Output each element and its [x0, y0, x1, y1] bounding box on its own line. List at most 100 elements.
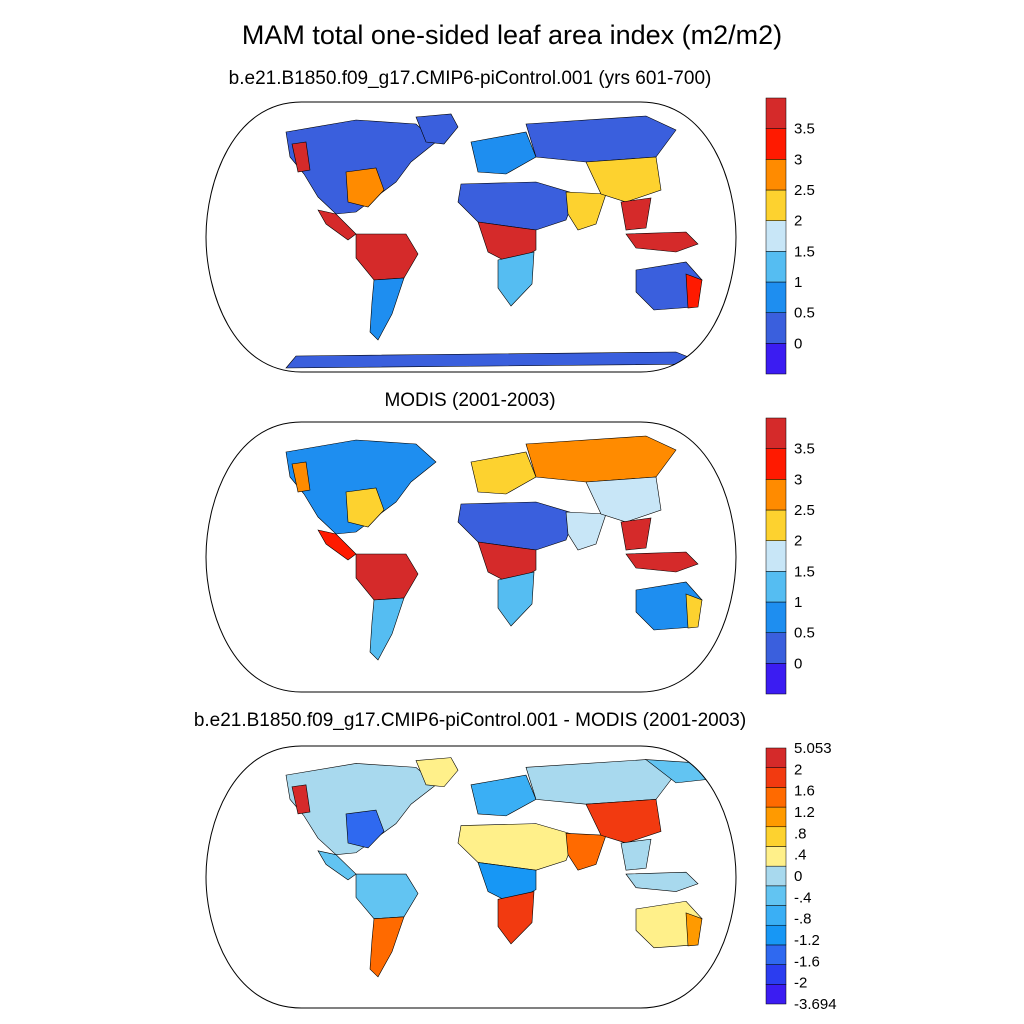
colorbar-tick-label: 2 — [794, 213, 802, 230]
colorbar-tick-label: 2.5 — [794, 502, 815, 519]
colorbar-tick-label: 1.5 — [794, 563, 815, 580]
colorbar-tick-label: 0.5 — [794, 625, 815, 642]
region-south-asia — [565, 191, 607, 231]
colorbar-swatch — [765, 826, 787, 847]
panel-3-map: 5.053 2 1.6 1.2 .8 .4 0 -.4 -.8 -1.2 -1.6 -2 -3.694 — [205, 740, 837, 1013]
map-frame — [205, 101, 737, 373]
colorbar-swatch — [765, 663, 787, 695]
colorbar-swatch — [765, 251, 787, 283]
region-maritime-continent — [625, 551, 699, 573]
region-central-america — [317, 850, 357, 881]
colorbar-swatch — [765, 540, 787, 572]
colorbar-swatch — [765, 846, 787, 867]
colorbar-swatch — [765, 905, 787, 926]
colorbar-tick-label: 3.5 — [794, 121, 815, 138]
colorbar — [765, 97, 787, 375]
region-europe — [470, 451, 537, 495]
region-southeast-asia — [620, 517, 652, 551]
colorbar-tick-label: -2 — [794, 975, 807, 992]
colorbar-swatch — [765, 944, 787, 965]
colorbar-swatch — [765, 865, 787, 887]
colorbar-tick-label: .4 — [794, 847, 807, 864]
panel-3-subtitle: b.e21.B1850.f09_g17.CMIP6-piControl.001 … — [193, 710, 747, 731]
colorbar-tick-label: 3 — [794, 471, 802, 488]
region-eastern-north-america — [345, 487, 385, 528]
region-sahara-arabia — [457, 501, 577, 551]
region-south-asia — [565, 511, 607, 551]
colorbar-tick-label: 1 — [794, 594, 802, 611]
region-southern-africa — [497, 891, 535, 945]
colorbar-tick-label: 5.053 — [794, 740, 832, 757]
region-south-america-south- — [369, 597, 405, 661]
colorbar-tick-label: -.4 — [794, 889, 812, 906]
region-eastern-north-america — [345, 167, 385, 208]
colorbar-tick-label: 1.5 — [794, 243, 815, 260]
map-frame — [205, 421, 737, 693]
colorbar — [765, 417, 787, 695]
colorbar-swatch — [765, 343, 787, 375]
region-pacific-northwest — [291, 784, 311, 815]
colorbar-tick-label: 0 — [794, 655, 802, 672]
region-amazonia — [355, 873, 419, 920]
panel-2-subtitle: MODIS (2001-2003) — [384, 390, 556, 411]
colorbar-tick-label: .8 — [794, 825, 807, 842]
region-east-asia — [585, 156, 662, 203]
colorbar-swatch — [765, 417, 787, 449]
colorbar-swatch — [765, 964, 787, 985]
colorbar-swatch — [765, 885, 787, 906]
colorbar-swatch — [765, 159, 787, 191]
region-south-america-south- — [369, 277, 405, 341]
region-sahara-arabia — [457, 181, 577, 231]
colorbar-tick-label: -.8 — [794, 911, 812, 928]
colorbar-tick-label: 3 — [794, 151, 802, 168]
colorbar-swatch — [765, 984, 787, 1005]
colorbar-tick-label: 2.5 — [794, 182, 815, 199]
colorbar-tick-label: 1.2 — [794, 804, 815, 821]
colorbar-swatch — [765, 479, 787, 511]
region-southern-africa — [497, 251, 535, 307]
colorbar-swatch — [765, 601, 787, 633]
colorbar-tick-label: -1.2 — [794, 932, 820, 949]
colorbar-swatch — [765, 448, 787, 480]
region-siberia — [525, 115, 677, 163]
colorbar-swatch — [765, 281, 787, 313]
colorbar-swatch — [765, 767, 787, 788]
colorbar-tick-label: -1.6 — [794, 953, 820, 970]
colorbar-swatch — [765, 220, 787, 252]
region-east-asia — [585, 476, 662, 523]
region-sahara-arabia — [457, 823, 577, 871]
region-maritime-continent — [625, 231, 699, 253]
colorbar-swatch — [765, 787, 787, 808]
region-greenland — [415, 113, 459, 145]
colorbar-swatch — [765, 571, 787, 603]
region-southern-africa — [497, 571, 535, 627]
region-greenland — [415, 757, 459, 788]
region-southeast-asia — [620, 197, 652, 231]
region-eastern-north-america — [345, 809, 385, 849]
colorbar-swatch — [765, 128, 787, 160]
colorbar-swatch — [765, 806, 787, 828]
map-frame — [205, 745, 737, 1009]
colorbar-swatch — [765, 509, 787, 541]
colorbar-tick-label: -3.694 — [794, 996, 837, 1013]
region-southeast-asia — [620, 838, 652, 871]
region-central-america — [317, 529, 357, 561]
colorbar-tick-label: 1.6 — [794, 783, 815, 800]
colorbar-tick-label: 0.5 — [794, 305, 815, 322]
region-siberia — [525, 759, 677, 805]
colorbar-tick-label: 3.5 — [794, 441, 815, 458]
panel-1-map: 3.5 3 2.5 2 1.5 1 0.5 0 — [205, 97, 815, 375]
region-eastern-australia — [685, 273, 703, 309]
colorbar-swatch — [765, 312, 787, 344]
figure-title: MAM total one-sided leaf area index (m2/… — [241, 20, 783, 50]
colorbar-tick-label: 2 — [794, 761, 802, 778]
region-maritime-continent — [625, 871, 699, 892]
region-amazonia — [355, 233, 419, 281]
region-europe — [470, 774, 537, 817]
region-eastern-australia — [685, 912, 703, 947]
panel-1-subtitle: b.e21.B1850.f09_g17.CMIP6-piControl.001 … — [228, 68, 712, 89]
region-europe — [470, 131, 537, 175]
colorbar-swatch — [765, 632, 787, 664]
colorbar-tick-label: 0 — [794, 868, 802, 885]
colorbar-tick-label: 2 — [794, 533, 802, 550]
